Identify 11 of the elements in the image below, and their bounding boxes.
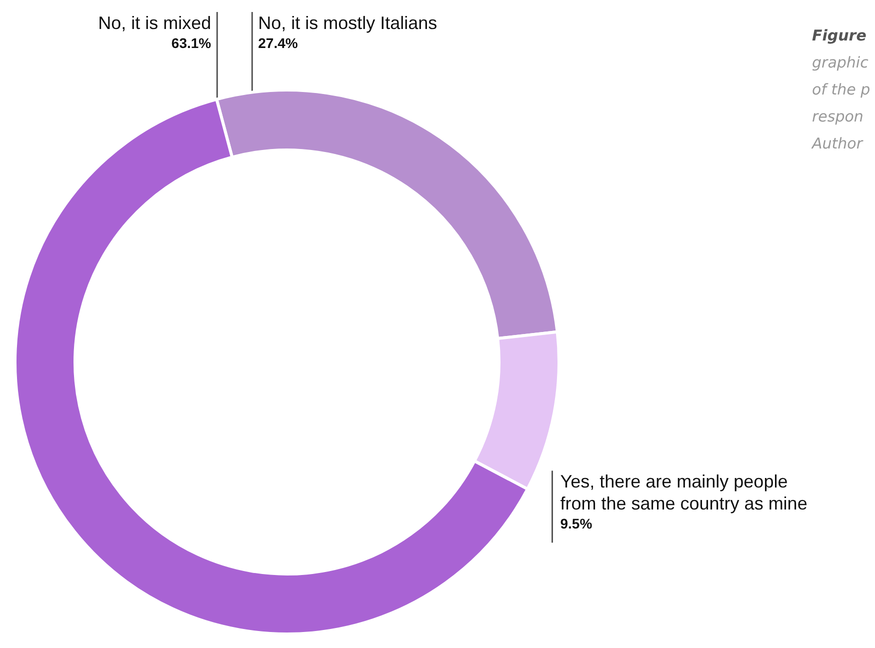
text: Author bbox=[811, 134, 864, 152]
data-label: 63.1% bbox=[171, 35, 212, 51]
text: respon bbox=[812, 108, 864, 126]
data-label: 9.5% bbox=[560, 516, 593, 532]
text: of the p bbox=[812, 80, 870, 98]
text: graphic bbox=[812, 54, 870, 72]
slice-label: Yes, there are mainly people from the same country as mine bbox=[560, 472, 808, 514]
text: Figure bbox=[812, 26, 866, 44]
slice-label: No, it is mostly Italians bbox=[258, 13, 438, 33]
slice-label: No, it is mixed bbox=[98, 13, 212, 33]
data-label: 27.4% bbox=[258, 35, 298, 51]
